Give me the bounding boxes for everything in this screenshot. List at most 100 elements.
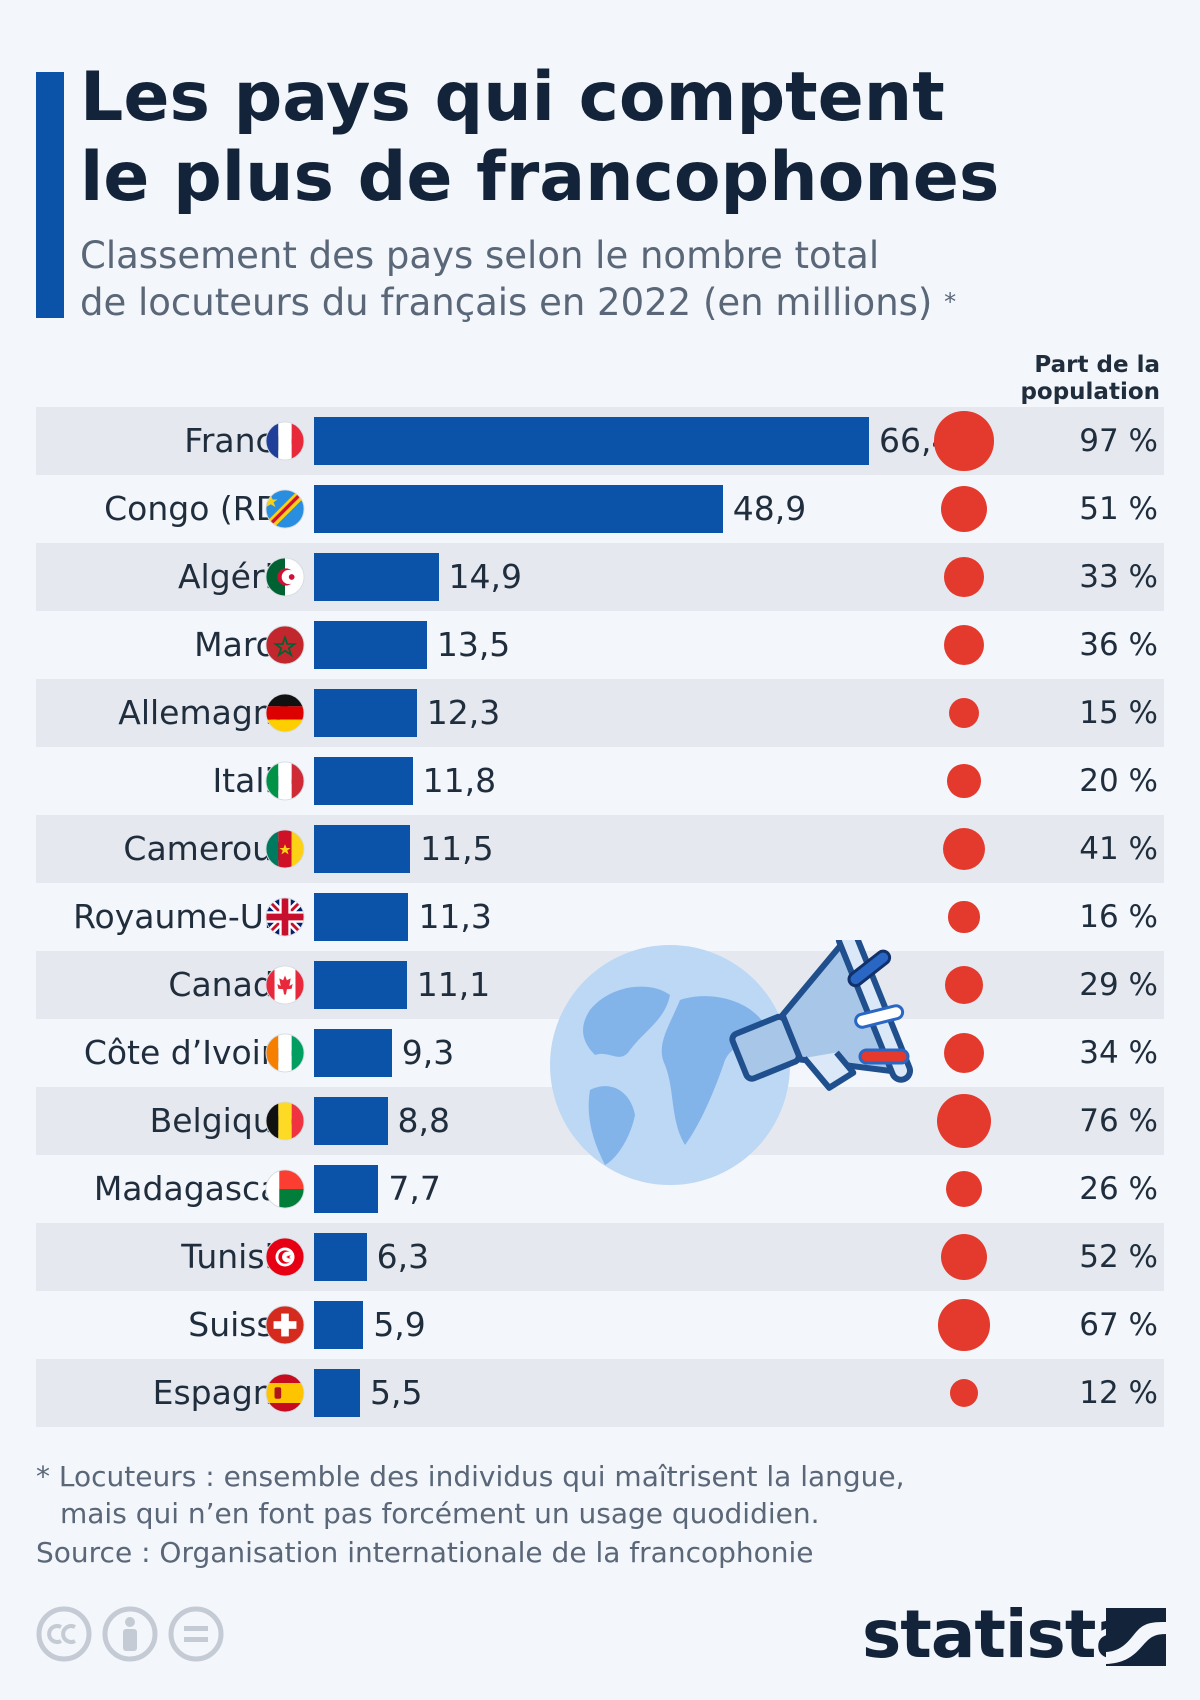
population-share-label-suisse: 67 %: [1079, 1307, 1158, 1343]
flag-allemagne-icon: [265, 693, 305, 733]
population-share-label-madagascar: 26 %: [1079, 1171, 1158, 1207]
population-share-label-cote-d-ivoire: 34 %: [1079, 1035, 1158, 1071]
population-share-label-france: 97 %: [1079, 423, 1158, 459]
population-share-dot-france: [934, 411, 994, 471]
population-share-dot-italie: [947, 764, 981, 798]
flag-algerie-icon: [265, 557, 305, 597]
flag-belgique-icon: [265, 1101, 305, 1141]
population-share-label-espagne: 12 %: [1079, 1375, 1158, 1411]
title-accent-bar: [36, 72, 64, 318]
country-label-royaume-uni: Royaume-Uni: [73, 897, 294, 936]
population-share-dot-tunisie: [940, 1233, 988, 1281]
value-label-belgique: 8,8: [397, 1101, 451, 1140]
bar-belgique: [314, 1097, 388, 1145]
value-label-algerie: 14,9: [448, 557, 523, 596]
population-share-label-allemagne: 15 %: [1079, 695, 1158, 731]
bar-canada: [314, 961, 407, 1009]
chart-row-maroc: Maroc 13,5 36 %: [36, 611, 1164, 679]
bar-espagne: [314, 1369, 360, 1417]
value-label-royaume-uni: 11,3: [418, 897, 492, 936]
bar-congo-rd: [314, 485, 723, 533]
value-label-allemagne: 12,3: [426, 693, 501, 732]
value-label-suisse: 5,9: [373, 1305, 426, 1344]
page-title: Les pays qui comptent le plus de francop…: [80, 58, 1080, 218]
population-share-label-congo-rd: 51 %: [1079, 491, 1158, 527]
population-share-dot-canada: [945, 966, 983, 1004]
population-share-dot-suisse: [938, 1299, 990, 1351]
population-share-dot-algerie: [944, 557, 984, 597]
country-label-allemagne: Allemagne: [118, 693, 294, 732]
share-header-line-2: population: [1020, 379, 1160, 405]
flag-france-icon: [265, 421, 305, 461]
flag-cameroun-icon: [265, 829, 305, 869]
flag-royaume-uni-icon: [265, 897, 305, 937]
bar-cameroun: [314, 825, 411, 873]
chart-row-madagascar: Madagascar 7,7 26 %: [36, 1155, 1164, 1223]
chart-row-tunisie: Tunisie 6,3 52 %: [36, 1223, 1164, 1291]
creative-commons-icon[interactable]: [36, 1606, 92, 1662]
population-share-label-italie: 20 %: [1079, 763, 1158, 799]
chart-row-cameroun: Cameroun 11,5 41 %: [36, 815, 1164, 883]
no-derivatives-icon[interactable]: [168, 1606, 224, 1662]
bar-algerie: [314, 553, 439, 601]
value-label-espagne: 5,5: [369, 1373, 423, 1412]
flag-maroc-icon: [265, 625, 305, 665]
bar-chart: France 66,4 97 % Congo (RD) 48,9 51 % Algérie 1…: [36, 407, 1164, 1427]
population-share-dot-madagascar: [945, 1170, 983, 1208]
flag-madagascar-icon: [265, 1169, 305, 1209]
bar-tunisie: [314, 1233, 367, 1281]
statista-logo-text[interactable]: statista: [862, 1596, 1140, 1673]
value-label-cote-d-ivoire: 9,3: [401, 1033, 455, 1072]
population-share-label-algerie: 33 %: [1079, 559, 1158, 595]
title-line-1: Les pays qui comptent: [80, 58, 945, 137]
subtitle-footnote-marker: *: [944, 288, 957, 316]
country-label-madagascar: Madagascar: [93, 1169, 294, 1208]
bar-royaume-uni: [314, 893, 409, 941]
bar-france: [314, 417, 869, 465]
chart-row-algerie: Algérie 14,9 33 %: [36, 543, 1164, 611]
chart-row-suisse: Suisse 5,9 67 %: [36, 1291, 1164, 1359]
flag-canada-icon: [265, 965, 305, 1005]
bar-cote-d-ivoire: [314, 1029, 392, 1077]
statista-logo-icon[interactable]: [1106, 1608, 1166, 1666]
bar-maroc: [314, 621, 427, 669]
value-label-tunisie: 6,3: [376, 1237, 430, 1276]
country-label-cote-d-ivoire: Côte d’Ivoire: [83, 1033, 294, 1072]
population-share-dot-royaume-uni: [948, 901, 980, 933]
chart-row-italie: Italie 11,8 20 %: [36, 747, 1164, 815]
population-share-label-maroc: 36 %: [1079, 627, 1158, 663]
bar-madagascar: [314, 1165, 379, 1213]
subtitle-line-1: Classement des pays selon le nombre tota…: [80, 234, 880, 277]
footnote-line-2: mais qui n’en font pas forcément un usag…: [60, 1497, 820, 1530]
value-label-madagascar: 7,7: [388, 1169, 441, 1208]
attribution-icon[interactable]: [102, 1606, 158, 1662]
population-share-label-royaume-uni: 16 %: [1079, 899, 1158, 935]
footnote: * Locuteurs : ensemble des individus qui…: [36, 1458, 1036, 1532]
flag-congo-rd-icon: [265, 489, 305, 529]
population-share-header: Part de la population: [1000, 352, 1160, 406]
value-label-italie: 11,8: [422, 761, 497, 800]
flag-suisse-icon: [265, 1305, 305, 1345]
population-share-dot-belgique: [937, 1094, 991, 1148]
population-share-label-canada: 29 %: [1079, 967, 1158, 1003]
value-label-cameroun: 11,5: [420, 829, 494, 868]
population-share-dot-allemagne: [948, 697, 980, 729]
source-note: Source : Organisation internationale de …: [36, 1536, 814, 1569]
value-label-maroc: 13,5: [436, 625, 511, 664]
footnote-line-1: * Locuteurs : ensemble des individus qui…: [36, 1460, 905, 1493]
chart-row-congo-rd: Congo (RD) 48,9 51 %: [36, 475, 1164, 543]
flag-espagne-icon: [265, 1373, 305, 1413]
flag-tunisie-icon: [265, 1237, 305, 1277]
population-share-dot-espagne: [949, 1378, 979, 1408]
population-share-label-cameroun: 41 %: [1079, 831, 1158, 867]
share-header-line-1: Part de la: [1034, 352, 1160, 378]
population-share-dot-cameroun: [942, 827, 986, 871]
subtitle-line-2: de locuteurs du français en 2022 (en mil…: [80, 281, 933, 324]
chart-row-cote-d-ivoire: Côte d’Ivoire 9,3 34 %: [36, 1019, 1164, 1087]
title-line-2: le plus de francophones: [80, 138, 1000, 217]
population-share-label-belgique: 76 %: [1079, 1103, 1158, 1139]
page-subtitle: Classement des pays selon le nombre tota…: [80, 232, 1080, 326]
chart-row-espagne: Espagne 5,5 12 %: [36, 1359, 1164, 1427]
population-share-dot-congo-rd: [940, 485, 988, 533]
value-label-canada: 11,1: [416, 965, 491, 1004]
